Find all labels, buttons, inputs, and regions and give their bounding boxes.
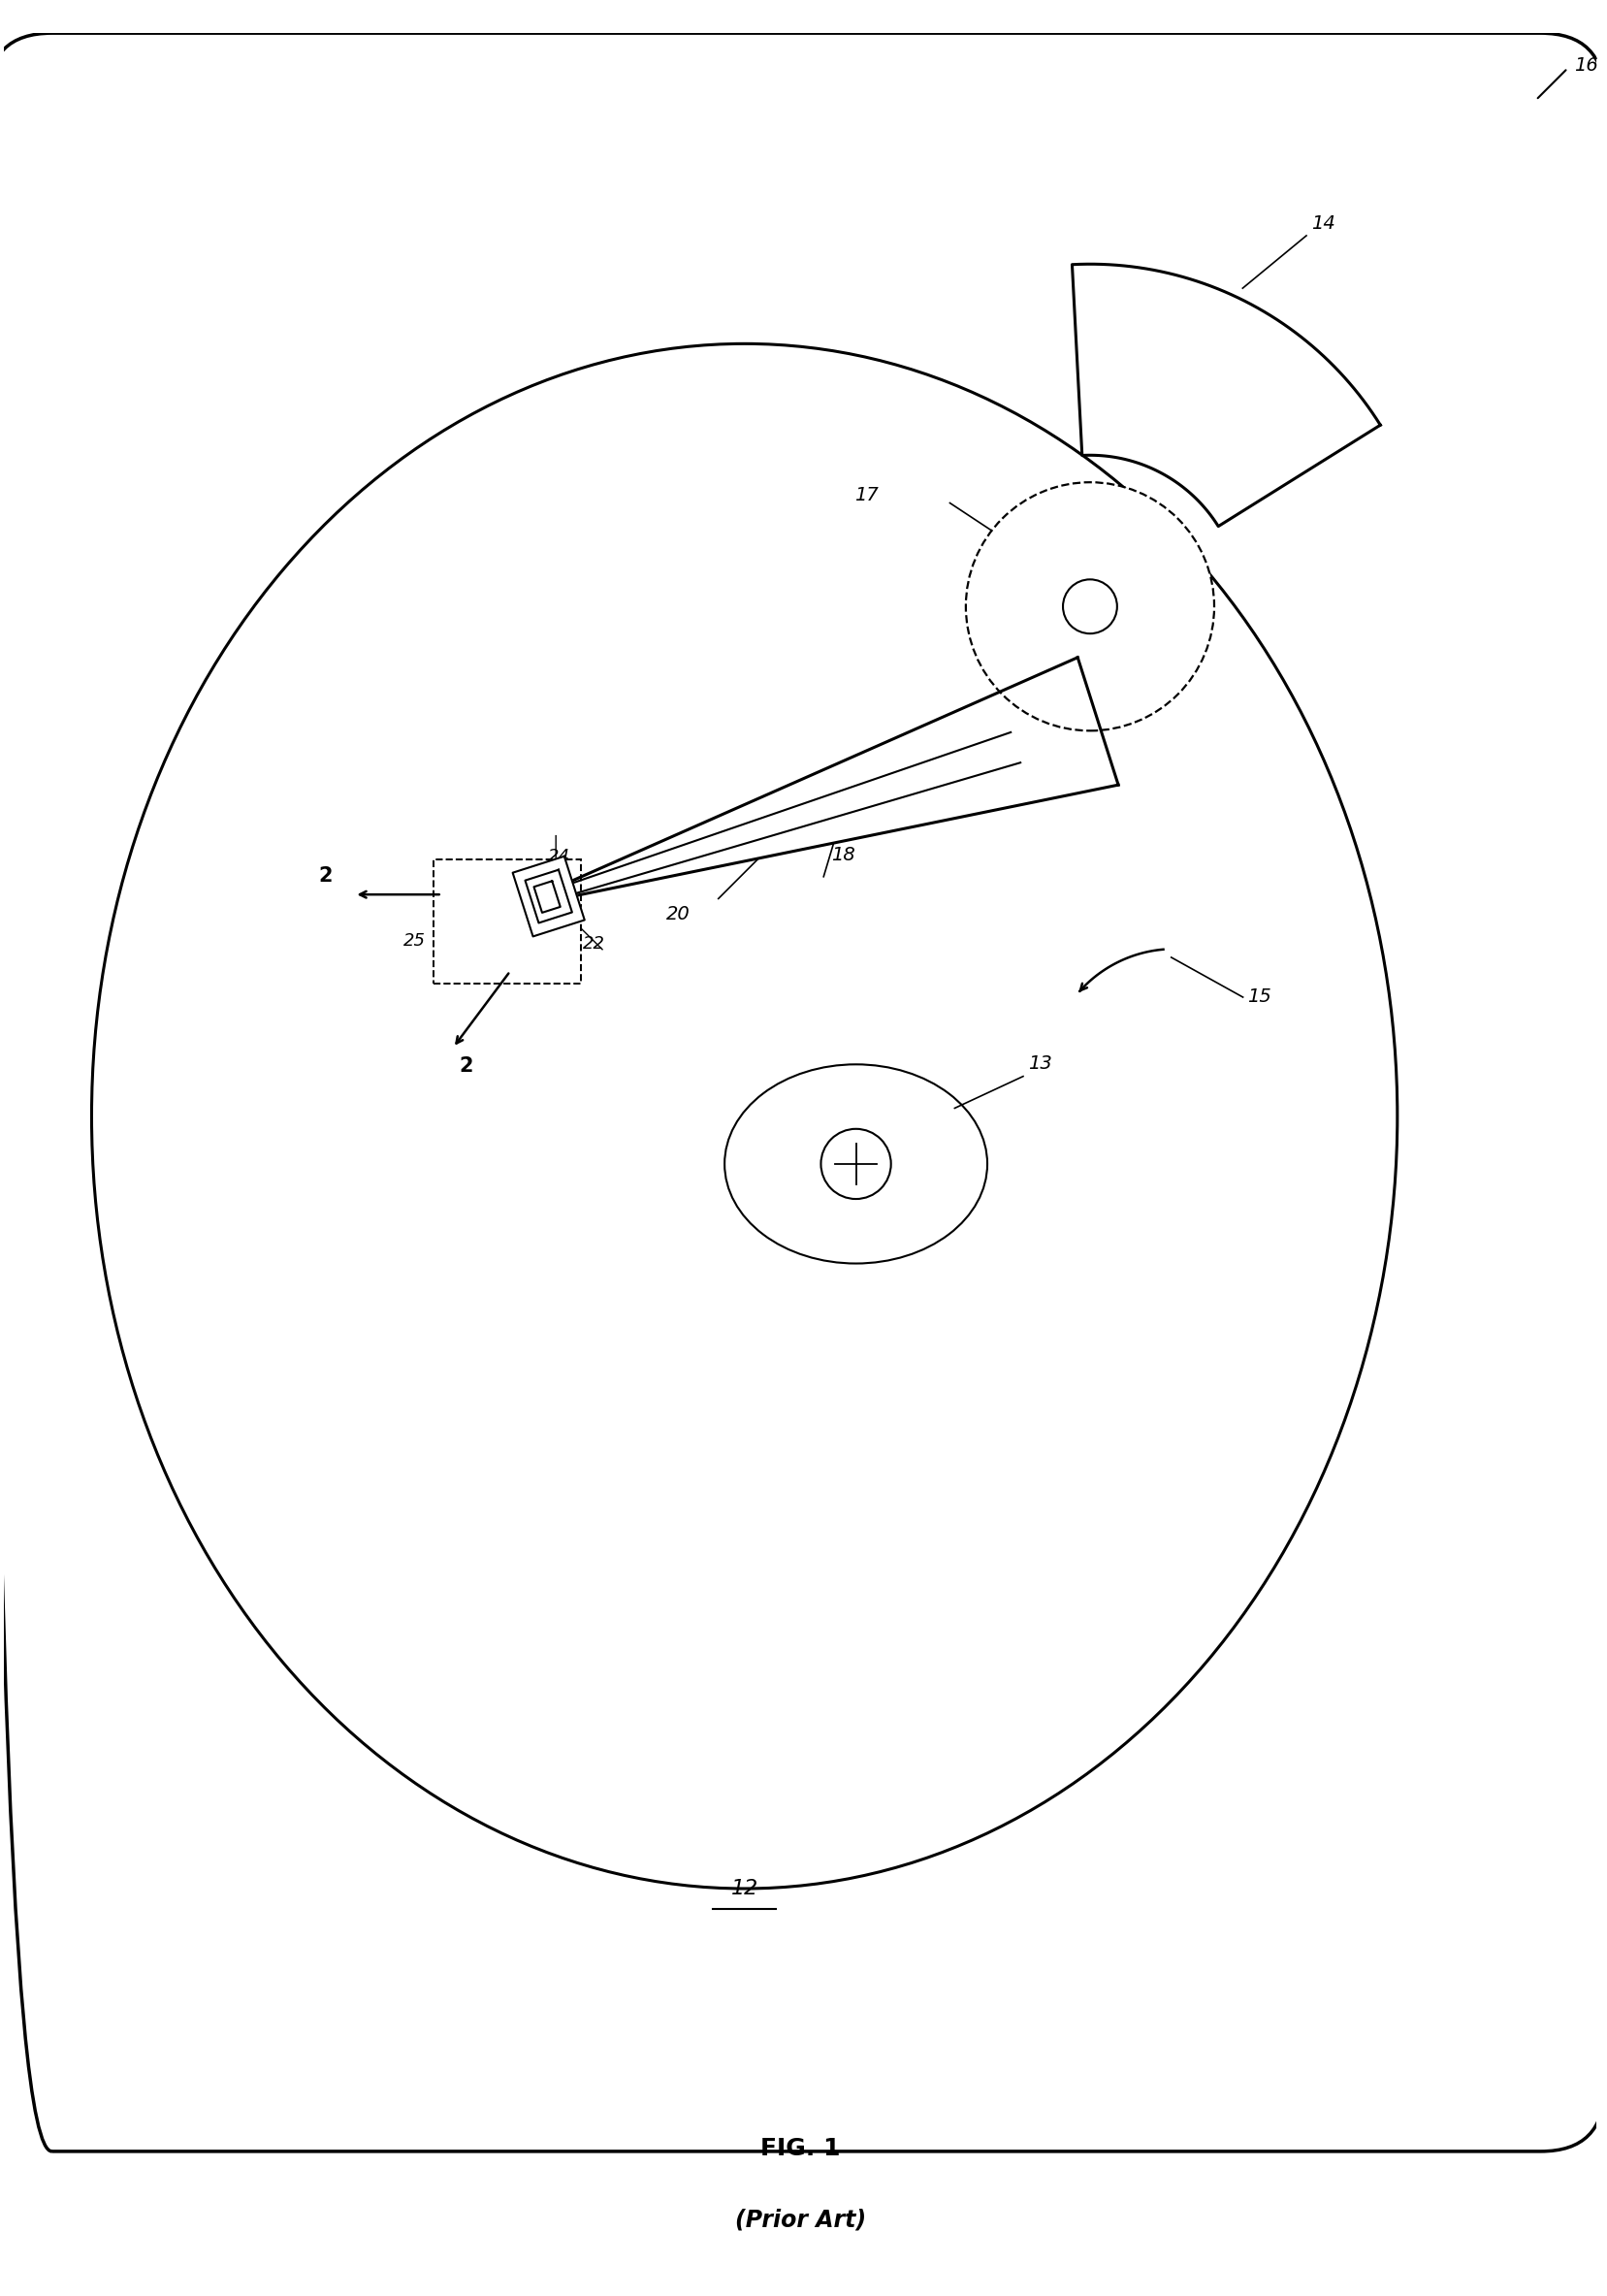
Text: 15: 15 [1247, 987, 1271, 1006]
Text: 13: 13 [1028, 1054, 1053, 1072]
Text: 2: 2 [458, 1056, 472, 1075]
Ellipse shape [725, 1065, 987, 1263]
Text: 2: 2 [318, 866, 333, 886]
Text: 25: 25 [403, 932, 426, 948]
Text: (Prior Art): (Prior Art) [734, 2209, 866, 2232]
Polygon shape [546, 657, 1118, 900]
Polygon shape [513, 856, 585, 937]
Ellipse shape [92, 344, 1398, 1890]
Text: 16: 16 [1575, 55, 1597, 73]
Circle shape [1062, 579, 1117, 634]
Circle shape [821, 1130, 890, 1199]
Text: 22: 22 [583, 934, 604, 953]
Text: 23: 23 [542, 900, 564, 918]
Text: 14: 14 [1311, 216, 1335, 234]
Polygon shape [525, 870, 572, 923]
Text: FIG. 1: FIG. 1 [760, 2138, 840, 2161]
Polygon shape [1072, 264, 1380, 526]
Circle shape [966, 482, 1215, 730]
Text: 24: 24 [548, 847, 570, 866]
Text: 20: 20 [665, 905, 689, 923]
Text: 18: 18 [831, 847, 855, 866]
Text: 12: 12 [731, 1878, 759, 1899]
Polygon shape [534, 882, 561, 912]
Text: 17: 17 [855, 487, 879, 505]
Bar [434, 859, 580, 985]
